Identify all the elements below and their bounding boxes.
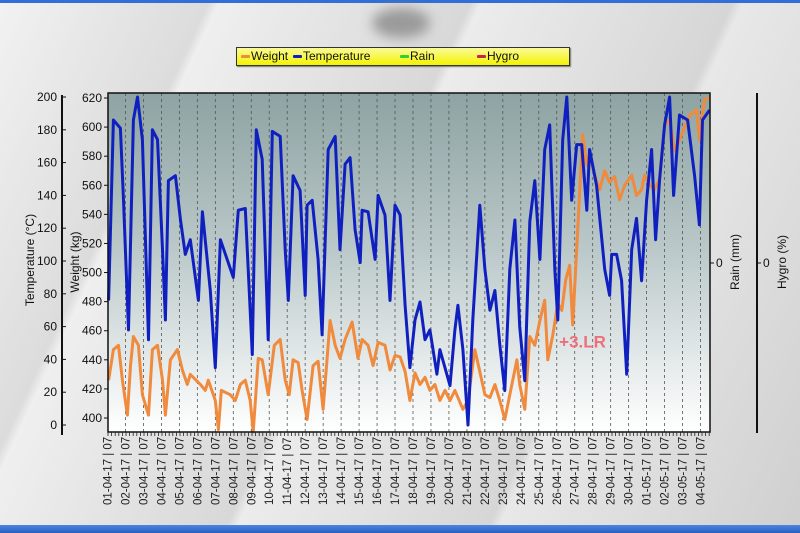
x-tick-label: 02-04-17 | 07 (120, 437, 132, 505)
x-tick-label: 22-04-17 | 07 (480, 437, 492, 505)
x-tick-label: 30-04-17 | 07 (624, 437, 636, 505)
x-tick-label: 12-04-17 | 07 (300, 437, 312, 505)
x-tick-label: 19-04-17 | 07 (426, 437, 438, 505)
rain-tick-label: 0 (716, 256, 723, 270)
x-tick-label: 08-04-17 | 07 (228, 437, 240, 505)
temperature-tick-label: 20 (44, 385, 58, 399)
x-tick-label: 03-05-17 | 07 (678, 437, 690, 505)
weight-tick-label: 580 (82, 149, 102, 163)
x-tick-label: 17-04-17 | 07 (390, 437, 402, 505)
blurred-logo (372, 8, 430, 38)
hygro-tick-label: 0 (763, 256, 770, 270)
weight-axis-title: Weight (kg) (68, 231, 82, 292)
x-tick-label: 15-04-17 | 07 (354, 437, 366, 505)
temperature-tick-label: 60 (44, 320, 58, 334)
weight-tick-label: 620 (82, 91, 102, 105)
x-tick-label: 01-04-17 | 07 (103, 437, 115, 505)
weight-tick-label: 400 (82, 411, 102, 425)
temperature-tick-label: 200 (37, 90, 57, 104)
temperature-tick-label: 180 (37, 123, 57, 137)
x-tick-label: 11-04-17 | 07 (282, 438, 294, 505)
weight-tick-label: 560 (82, 178, 102, 192)
x-tick-label: 28-04-17 | 07 (588, 437, 600, 505)
x-tick-label: 20-04-17 | 07 (444, 437, 456, 505)
x-tick-label: 13-04-17 | 07 (318, 437, 330, 505)
x-tick-label: 05-04-17 | 07 (174, 437, 186, 505)
x-tick-label: 23-04-17 | 07 (498, 437, 510, 505)
x-tick-label: 01-05-17 | 07 (642, 437, 654, 505)
temperature-tick-label: 140 (37, 188, 57, 202)
weight-tick-label: 440 (82, 353, 102, 367)
hygro-axis-title: Hygro (%) (775, 235, 789, 289)
legend-item-hygro: Hygro (477, 49, 519, 63)
weight-tick-label: 540 (82, 207, 102, 221)
legend-label: Rain (410, 49, 435, 63)
legend-item-rain: Rain (400, 49, 435, 63)
temperature-tick-label: 160 (37, 156, 57, 170)
chart-legend: Weight Temperature Rain Hygro (236, 47, 570, 66)
x-tick-label: 02-05-17 | 07 (660, 437, 672, 505)
weight-tick-label: 600 (82, 120, 102, 134)
legend-label: Weight (251, 49, 289, 63)
rain-axis-title: Rain (mm) (728, 234, 742, 290)
legend-item-temperature: Temperature (293, 49, 370, 63)
x-tick-label: 16-04-17 | 07 (372, 437, 384, 505)
x-tick-label: 09-04-17 | 07 (246, 437, 258, 505)
x-tick-label: 25-04-17 | 07 (534, 437, 546, 505)
weight-tick-label: 500 (82, 266, 102, 280)
temperature-tick-label: 40 (44, 352, 58, 366)
legend-label: Hygro (487, 49, 520, 63)
temperature-axis-title: Temperature (°C) (23, 214, 37, 306)
x-tick-label: 26-04-17 | 07 (552, 437, 564, 505)
legend-label: Temperature (303, 49, 371, 63)
temperature-tick-label: 80 (44, 287, 58, 301)
weight-tick-label: 520 (82, 236, 102, 250)
x-tick-label: 06-04-17 | 07 (192, 437, 204, 505)
x-tick-label: 29-04-17 | 07 (606, 437, 618, 505)
series-line-temperature (107, 95, 711, 427)
temperature-tick-label: 0 (50, 418, 57, 432)
temperature-tick-label: 100 (37, 254, 57, 268)
x-tick-label: 04-04-17 | 07 (156, 437, 168, 505)
window-top-bar (0, 0, 800, 3)
weight-tick-label: 460 (82, 324, 102, 338)
rain-swatch-icon (400, 55, 409, 59)
hygro-swatch-icon (477, 55, 486, 59)
x-tick-label: 27-04-17 | 07 (570, 437, 582, 505)
weight-tick-label: 420 (82, 382, 102, 396)
x-tick-label: 14-04-17 | 07 (336, 437, 348, 505)
x-tick-label: 03-04-17 | 07 (138, 437, 150, 505)
x-tick-label: 10-04-17 | 07 (264, 437, 276, 505)
window-bottom-bar (0, 525, 800, 533)
weight-swatch-icon (241, 55, 250, 59)
weight-tick-label: 480 (82, 295, 102, 309)
x-tick-label: 07-04-17 | 07 (210, 437, 222, 505)
temperature-tick-label: 120 (37, 221, 57, 235)
legend-item-weight: Weight (241, 49, 288, 63)
annotation-label: +3.LR (559, 332, 606, 351)
x-tick-label: 24-04-17 | 07 (516, 437, 528, 505)
x-tick-label: 21-04-17 | 07 (462, 437, 474, 505)
temperature-swatch-icon (293, 55, 302, 59)
series-line-weight (107, 96, 710, 434)
x-tick-label: 04-05-17 | 07 (696, 437, 708, 505)
x-tick-label: 18-04-17 | 07 (408, 437, 420, 505)
